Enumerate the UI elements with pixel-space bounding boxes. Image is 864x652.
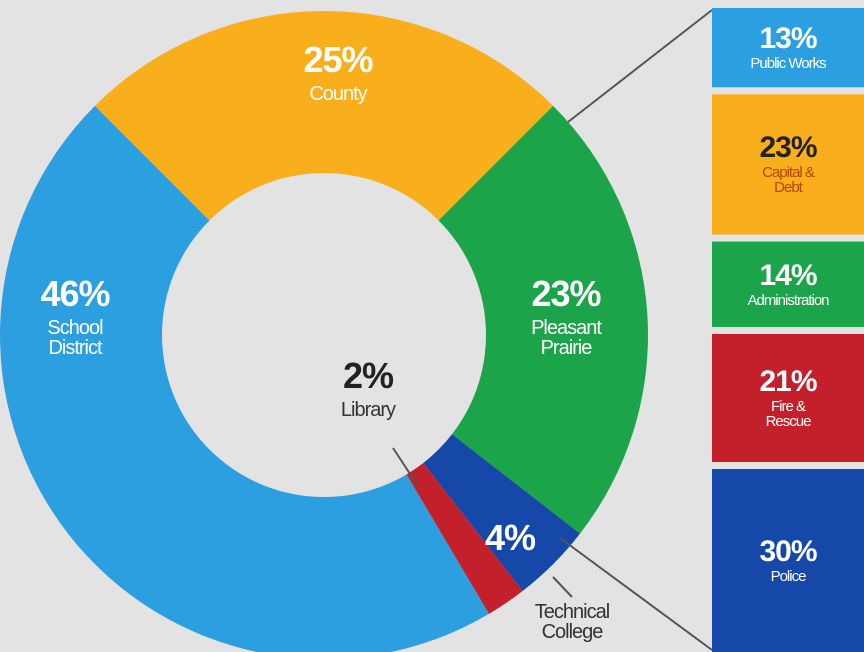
connector-line <box>559 537 713 651</box>
percent-label: 4% <box>484 517 536 558</box>
breakdown-bar <box>712 241 864 327</box>
connector-line <box>567 9 713 123</box>
segment-label: 46% School District <box>20 273 130 359</box>
breakdown-label: 23% Capital & Debt <box>712 94 864 234</box>
percent-label: 14% <box>759 258 817 292</box>
segment-label: 4% <box>475 520 545 556</box>
category-label: Pleasant Prairie <box>531 317 602 359</box>
percent-label: 23% <box>759 131 817 165</box>
segment-label: 23% Pleasant Prairie <box>511 273 621 359</box>
category-label: Technical College <box>534 601 610 643</box>
percent-label: 25% <box>303 39 373 80</box>
percent-label: 13% <box>759 22 817 56</box>
category-label: School District <box>47 317 103 359</box>
category-label: Public Works <box>750 55 826 73</box>
donut-segment <box>0 105 489 652</box>
breakdown-label: 21% Fire & Rescue <box>712 334 864 462</box>
category-label: Capital & Debt <box>762 164 815 197</box>
leader-line <box>392 447 419 487</box>
donut-segment <box>423 434 581 592</box>
breakdown-label: 30% Police <box>712 469 864 652</box>
breakdown-bar <box>712 333 864 463</box>
segment-label: 25% County <box>268 39 408 105</box>
donut-segment <box>406 463 523 614</box>
category-label: Library <box>340 399 396 421</box>
percent-label: 30% <box>759 535 817 568</box>
percent-label: 46% <box>40 273 110 314</box>
breakdown-bar <box>712 94 864 235</box>
breakdown-bar <box>712 8 864 88</box>
leader-line <box>552 576 573 598</box>
breakdown-label: 14% Administration <box>712 242 864 327</box>
percent-label: 2% <box>342 355 394 396</box>
percent-label: 23% <box>531 273 601 314</box>
donut-segment <box>94 10 554 221</box>
category-label: Police <box>770 568 807 585</box>
category-label: County <box>309 83 367 105</box>
breakdown-bar <box>712 469 864 652</box>
segment-label: 2% Library <box>313 355 423 421</box>
category-label: Fire & Rescue <box>765 397 812 430</box>
breakdown-label: 13% Public Works <box>712 8 864 87</box>
category-label: Administration <box>747 291 829 309</box>
donut-segment <box>438 105 648 534</box>
percent-label: 21% <box>759 364 817 398</box>
